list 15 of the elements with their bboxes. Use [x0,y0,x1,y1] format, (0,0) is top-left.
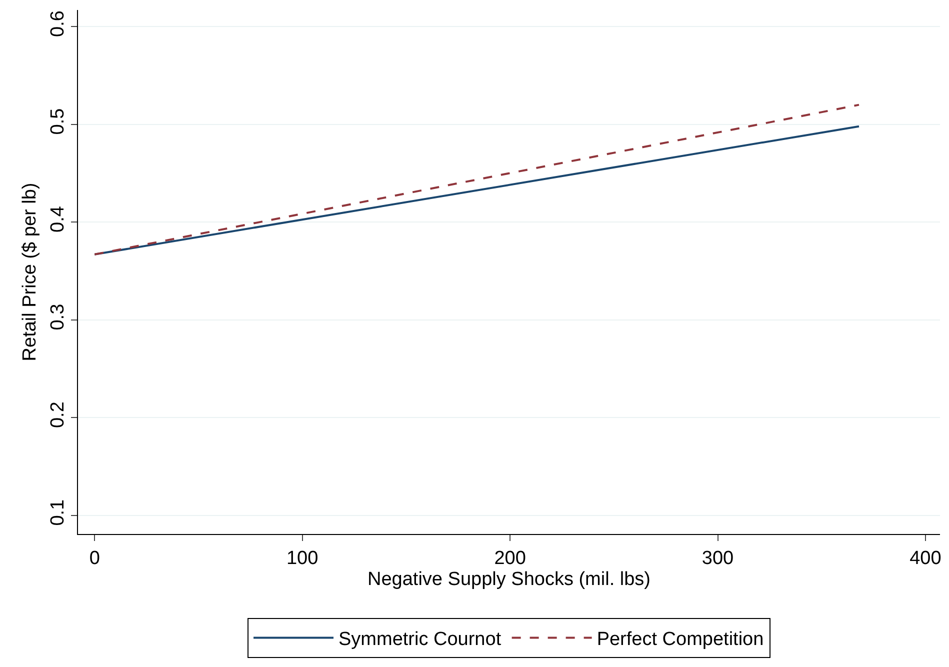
x-tick-label: 400 [910,548,942,569]
x-tick-label: 300 [702,548,734,569]
y-tick-label: 0.6 [47,10,68,37]
x-tick-label: 200 [494,548,526,569]
y-tick-label: 0.4 [47,206,68,232]
x-tick-label: 0 [89,548,100,569]
x-axis-title: Negative Supply Shocks (mil. lbs) [368,568,650,590]
legend-label: Perfect Competition [596,629,764,650]
y-axis-title: Retail Price ($ per lb) [19,182,40,362]
y-tick-label: 0.1 [47,499,68,526]
legend-label: Symmetric Cournot [338,629,502,650]
y-tick-label: 0.2 [47,402,68,428]
y-tick-label: 0.3 [47,304,68,330]
x-tick-label: 100 [286,548,318,569]
y-tick-label: 0.5 [47,108,68,135]
